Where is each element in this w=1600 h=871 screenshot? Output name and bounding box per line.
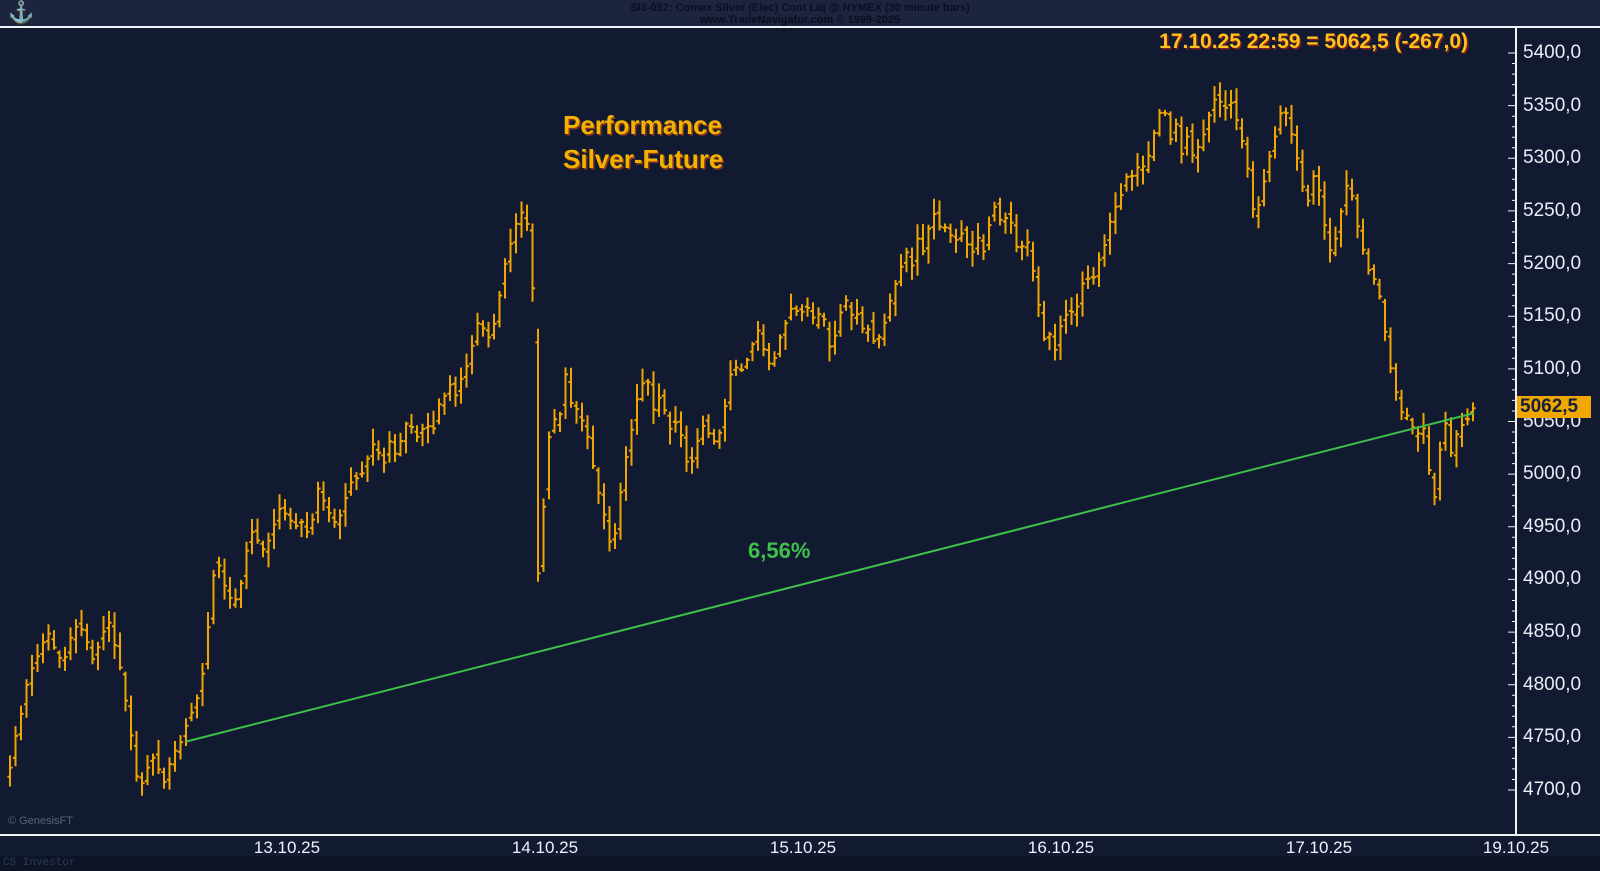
trendline-percent-label: 6,56% xyxy=(748,538,811,563)
annotation-line-1: Performance xyxy=(563,110,722,140)
y-axis-label: 5400,0 xyxy=(1523,42,1582,63)
y-axis-label: 5250,0 xyxy=(1523,199,1582,221)
price-bars xyxy=(7,82,1476,796)
plot-borders xyxy=(0,26,1600,836)
header-titles: SI3-057: Comex Silver (Elec) Cont Liq @ … xyxy=(0,0,1600,26)
y-axis-label: 5200,0 xyxy=(1523,252,1582,274)
x-axis-label: 16.10.25 xyxy=(1027,838,1095,857)
last-price-badge: 5062,5 xyxy=(1517,396,1591,418)
annotation-line-2: Silver-Future xyxy=(563,144,724,174)
x-axis-label: 14.10.25 xyxy=(511,838,579,857)
y-axis-label: 5100,0 xyxy=(1523,357,1582,379)
anchor-icon[interactable]: ⚓ xyxy=(8,1,35,24)
y-axis-ticks xyxy=(1508,52,1515,791)
last-quote-readout: 17.10.25 22:59 = 5062,5 (-267,0) xyxy=(1159,30,1468,53)
x-axis-label: 19.10.25 xyxy=(1482,838,1550,857)
y-axis-label: 5000,0 xyxy=(1523,463,1582,485)
x-axis-label: 13.10.25 xyxy=(253,838,321,857)
x-axis-label: 17.10.25 xyxy=(1285,838,1353,857)
chart-annotation-title: Performance Silver-Future xyxy=(563,108,723,176)
y-axis-label: 5300,0 xyxy=(1523,147,1582,169)
y-axis-label: 5150,0 xyxy=(1523,305,1582,327)
x-axis-label: 15.10.25 xyxy=(769,838,837,857)
title-bar: ⚓ SI3-057: Comex Silver (Elec) Cont Liq … xyxy=(0,0,1600,28)
y-axis-label: 4700,0 xyxy=(1523,779,1582,800)
symbol-title: SI3-057: Comex Silver (Elec) Cont Liq @ … xyxy=(630,2,970,14)
y-axis-label: 5350,0 xyxy=(1523,94,1582,116)
y-axis-label: 4800,0 xyxy=(1523,673,1582,695)
y-axis-label: 4750,0 xyxy=(1523,726,1582,748)
trendline[interactable] xyxy=(185,412,1475,743)
y-axis-label: 4950,0 xyxy=(1523,515,1582,537)
vendor-title: www.TradeNavigator.com © 1999-2025 xyxy=(699,14,901,26)
genesisft-watermark: © GenesisFT xyxy=(8,815,73,827)
y-axis-label: 4900,0 xyxy=(1523,568,1582,590)
y-axis-label: 4850,0 xyxy=(1523,621,1582,643)
status-bar: CS Investor xyxy=(0,856,1600,871)
status-bar-text: CS Investor xyxy=(3,857,76,869)
